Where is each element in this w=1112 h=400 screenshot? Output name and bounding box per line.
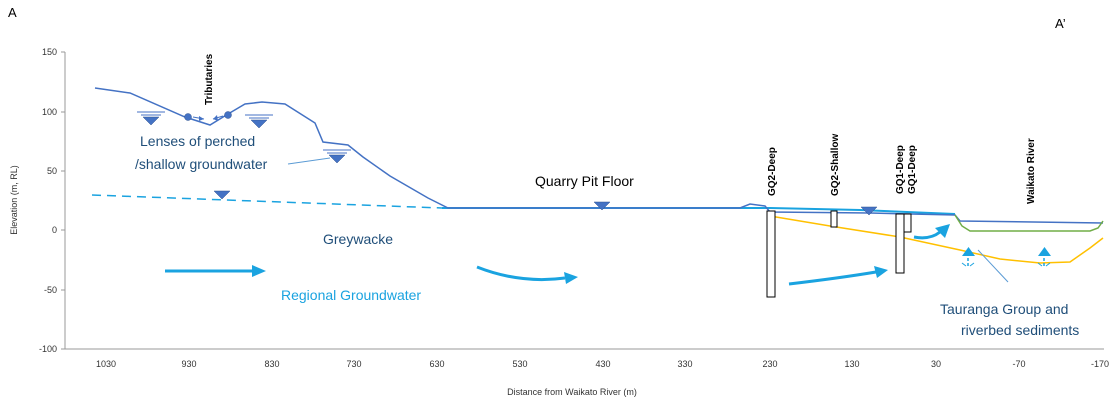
tauranga-label-line1: Tauranga Group and: [940, 301, 1068, 317]
x-tick-label: 630: [429, 359, 444, 369]
well-label-gq2-deep: GQ2-Deep: [767, 147, 778, 196]
x-tick-label: 130: [844, 359, 859, 369]
well-gq1-deep-shallow-casing: [903, 213, 912, 233]
y-tick-label: 100: [42, 107, 57, 117]
well-gq2-shallow-casing: [830, 210, 838, 228]
y-tick-label: 150: [42, 47, 57, 57]
river-bed-line: [954, 214, 1104, 232]
tauranga-leader-line: [977, 249, 1009, 283]
tributary-arrow-head-icon: [213, 115, 218, 121]
x-tick-label: 730: [346, 359, 361, 369]
well-gq2-deep-casing: [766, 210, 776, 298]
x-axis-title: Distance from Waikato River (m): [507, 387, 637, 397]
x-axis-ticks: 1030 930 830 730 630 530 430 330 230 130…: [96, 359, 1109, 369]
y-tick-label: 50: [47, 166, 57, 176]
sediment-base-line: [769, 215, 1104, 264]
flow-arrow-icon: [165, 265, 266, 277]
quarry-floor-label: Quarry Pit Floor: [535, 173, 634, 189]
tributary-point-icon: [224, 111, 232, 119]
y-tick-label: 0: [52, 225, 57, 235]
x-tick-label: 430: [595, 359, 610, 369]
water-table-dashed: [91, 194, 443, 209]
y-tick-label: -100: [39, 344, 57, 354]
upward-seepage-icon: [1037, 247, 1051, 268]
ground-surface-line: [94, 87, 1104, 224]
x-tick-label: 830: [264, 359, 279, 369]
regional-groundwater-label: Regional Groundwater: [281, 287, 421, 303]
x-tick-label: 30: [931, 359, 941, 369]
tauranga-label-line2: riverbed sediments: [961, 322, 1079, 338]
water-level-marker-icon: [323, 149, 351, 164]
water-level-marker-icon: [593, 201, 611, 211]
x-tick-label: 1030: [96, 359, 116, 369]
x-tick-label: -70: [1012, 359, 1025, 369]
x-tick-label: 530: [512, 359, 527, 369]
section-end-label: A’: [1055, 16, 1066, 31]
water-level-marker-icon: [137, 111, 165, 126]
perched-label-line2: /shallow groundwater: [135, 156, 268, 172]
greywacke-label: Greywacke: [323, 231, 393, 247]
flow-arrow-icon: [788, 266, 888, 286]
x-tick-label: 930: [181, 359, 196, 369]
upward-seepage-icon: [961, 247, 975, 268]
water-level-marker-icon: [213, 190, 231, 200]
tributaries-label: Tributaries: [204, 53, 215, 105]
x-tick-label: 230: [762, 359, 777, 369]
river-label: Waikato River: [1026, 138, 1037, 204]
well-label-gq1-deep-b: GQ1-Deep: [907, 145, 918, 194]
water-level-marker-icon: [860, 206, 878, 216]
x-tick-label: -170: [1091, 359, 1109, 369]
perched-label-line1: Lenses of perched: [140, 133, 255, 149]
water-level-marker-icon: [245, 114, 273, 129]
y-axis-title: Elevation (m, RL): [9, 165, 19, 235]
well-label-gq2-shallow: GQ2-Shallow: [830, 134, 841, 196]
tributary-point-icon: [184, 113, 192, 121]
well-label-gq1-deep-a: GQ1-Deep: [895, 145, 906, 194]
flow-arrow-icon: [476, 265, 578, 284]
tributary-arrow-head-icon: [199, 116, 204, 121]
y-axis-ticks: 150 100 50 0 -50 -100: [39, 47, 65, 354]
flow-arrow-icon: [913, 224, 950, 240]
well-gq1-deep-casing: [895, 213, 905, 274]
perched-leader-line: [287, 157, 331, 165]
x-tick-label: 330: [677, 359, 692, 369]
y-tick-label: -50: [44, 285, 57, 295]
section-start-label: A: [8, 5, 17, 20]
